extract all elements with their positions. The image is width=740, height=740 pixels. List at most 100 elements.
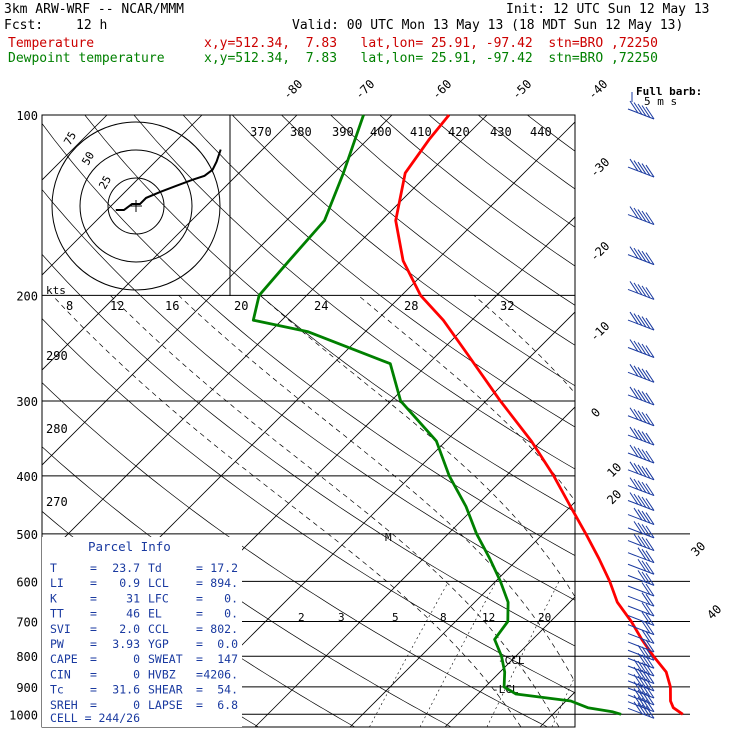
isotherm-label: 0 xyxy=(588,405,603,420)
wind-barb xyxy=(627,158,655,178)
wind-barb-flag xyxy=(633,533,643,547)
wind-barb-flag xyxy=(645,106,655,120)
hodograph-speed-label: 32 xyxy=(500,299,514,313)
wind-barb-flag xyxy=(645,655,655,669)
wind-barb-flag xyxy=(637,522,647,536)
parcel-row-value: 54. xyxy=(217,683,238,697)
wind-barb-flag xyxy=(641,343,651,357)
wind-barb-flag xyxy=(641,411,651,425)
wind-barb xyxy=(627,688,655,706)
wind-barb-flag xyxy=(641,691,651,704)
wind-barb-flag xyxy=(641,496,651,510)
wind-barb-flag xyxy=(637,342,647,355)
isotherm-line xyxy=(444,596,575,727)
wind-barb-flag xyxy=(645,663,655,677)
wind-barb xyxy=(627,547,655,564)
mixing-ratio-label: 12 xyxy=(482,611,495,624)
parcel-row-value: 17.2 xyxy=(210,561,238,575)
wind-barb-flag xyxy=(633,478,643,492)
moist-adiabat-line xyxy=(259,295,575,598)
wind-barb-flag xyxy=(629,461,639,475)
wind-barb-flag xyxy=(637,703,647,716)
wind-barb-flag xyxy=(645,370,655,383)
wind-barb-flag xyxy=(637,547,647,560)
wind-barb-flag xyxy=(637,314,647,328)
pressure-tick-label: 500 xyxy=(16,528,38,542)
parcel-info-box xyxy=(42,537,242,727)
wind-barb xyxy=(627,602,655,617)
wind-barb xyxy=(627,620,655,636)
wind-barb xyxy=(627,582,655,597)
wind-barb-flag xyxy=(645,512,655,525)
wind-barb-flag xyxy=(641,592,651,605)
dry-adiabat-line xyxy=(42,253,575,647)
wind-barb-flag xyxy=(637,689,647,703)
wind-barb xyxy=(627,674,655,692)
parcel-row-label: K xyxy=(50,591,57,605)
dry-adiabat-line xyxy=(577,115,740,727)
parcel-row-value: 0 xyxy=(133,667,140,681)
isotherm-label: 30 xyxy=(688,539,708,559)
wind-barb-flag xyxy=(645,538,655,551)
wind-barb-flag xyxy=(645,678,655,692)
wind-barb-flag xyxy=(641,285,651,299)
wind-barb-flag xyxy=(645,685,655,699)
wind-barb-flag xyxy=(645,583,655,597)
ccl-marker-label: -CCL xyxy=(498,654,525,667)
dry-adiabat-line xyxy=(232,115,575,387)
mixing-ratio-label: 2 xyxy=(298,611,305,624)
wind-barb-flag xyxy=(641,316,651,329)
mixing-ratio-label: 20 xyxy=(538,611,551,624)
parcel-row-equals: = xyxy=(196,561,203,575)
wind-barb xyxy=(627,311,655,331)
wind-barb xyxy=(627,206,655,225)
parcel-row-value: 3.93 xyxy=(112,637,140,651)
wind-barb-flag xyxy=(645,525,655,539)
wind-barb-flag xyxy=(629,100,639,114)
wind-barb-flag xyxy=(645,692,655,706)
wind-barb-flag xyxy=(633,446,643,459)
hodograph-ring-label: 25 xyxy=(96,174,114,192)
theta-label: 380 xyxy=(290,125,312,139)
isotherm-label: 10 xyxy=(604,460,624,480)
wind-barb-flag xyxy=(645,317,655,331)
parcel-row-label: CCL xyxy=(148,622,169,636)
theta-label: 270 xyxy=(46,495,68,509)
wind-barb-flag xyxy=(633,493,643,507)
hodograph-ring-label: 50 xyxy=(79,150,97,168)
wind-barb-flag xyxy=(633,666,643,680)
wind-barb-flag xyxy=(641,250,651,264)
isotherm-line xyxy=(42,115,203,276)
hodograph-ring-label: 75 xyxy=(61,130,79,148)
wind-barb xyxy=(627,521,655,539)
theta-label: 410 xyxy=(410,125,432,139)
mixing-ratio-line xyxy=(551,675,575,727)
isotherm-label: -70 xyxy=(352,77,377,102)
wind-barb-flag xyxy=(645,593,655,607)
wind-barb-flag xyxy=(637,675,647,689)
parcel-row-label: LFC xyxy=(148,591,169,605)
wind-barb xyxy=(627,666,655,685)
theta-label: 390 xyxy=(332,125,354,139)
wind-barb-flag xyxy=(629,206,639,219)
moist-adiabat-line xyxy=(52,295,522,727)
parcel-info-title: Parcel Info xyxy=(88,539,171,554)
wind-barb xyxy=(627,533,655,552)
wind-barb-flag xyxy=(637,644,647,658)
pressure-tick-label: 700 xyxy=(16,615,38,629)
parcel-row-equals: = xyxy=(90,698,97,712)
parcel-row-label: LAPSE xyxy=(148,698,183,712)
parcel-row-value: 31.6 xyxy=(112,683,140,697)
dry-adiabat-line xyxy=(379,115,575,267)
wind-barb xyxy=(627,444,655,464)
wind-barb-flag xyxy=(641,704,651,718)
model-title: 3km ARW-WRF -- NCAR/MMM xyxy=(4,2,185,17)
parcel-row-equals: = xyxy=(196,667,203,681)
wind-barb-flag xyxy=(641,560,651,574)
hodograph-speed-label: 8 xyxy=(66,299,73,313)
wind-barb-flag xyxy=(645,639,655,653)
parcel-row-value: 23.7 xyxy=(112,561,140,575)
wind-barb xyxy=(627,281,655,300)
temperature-legend: Temperature xyxy=(8,36,95,51)
